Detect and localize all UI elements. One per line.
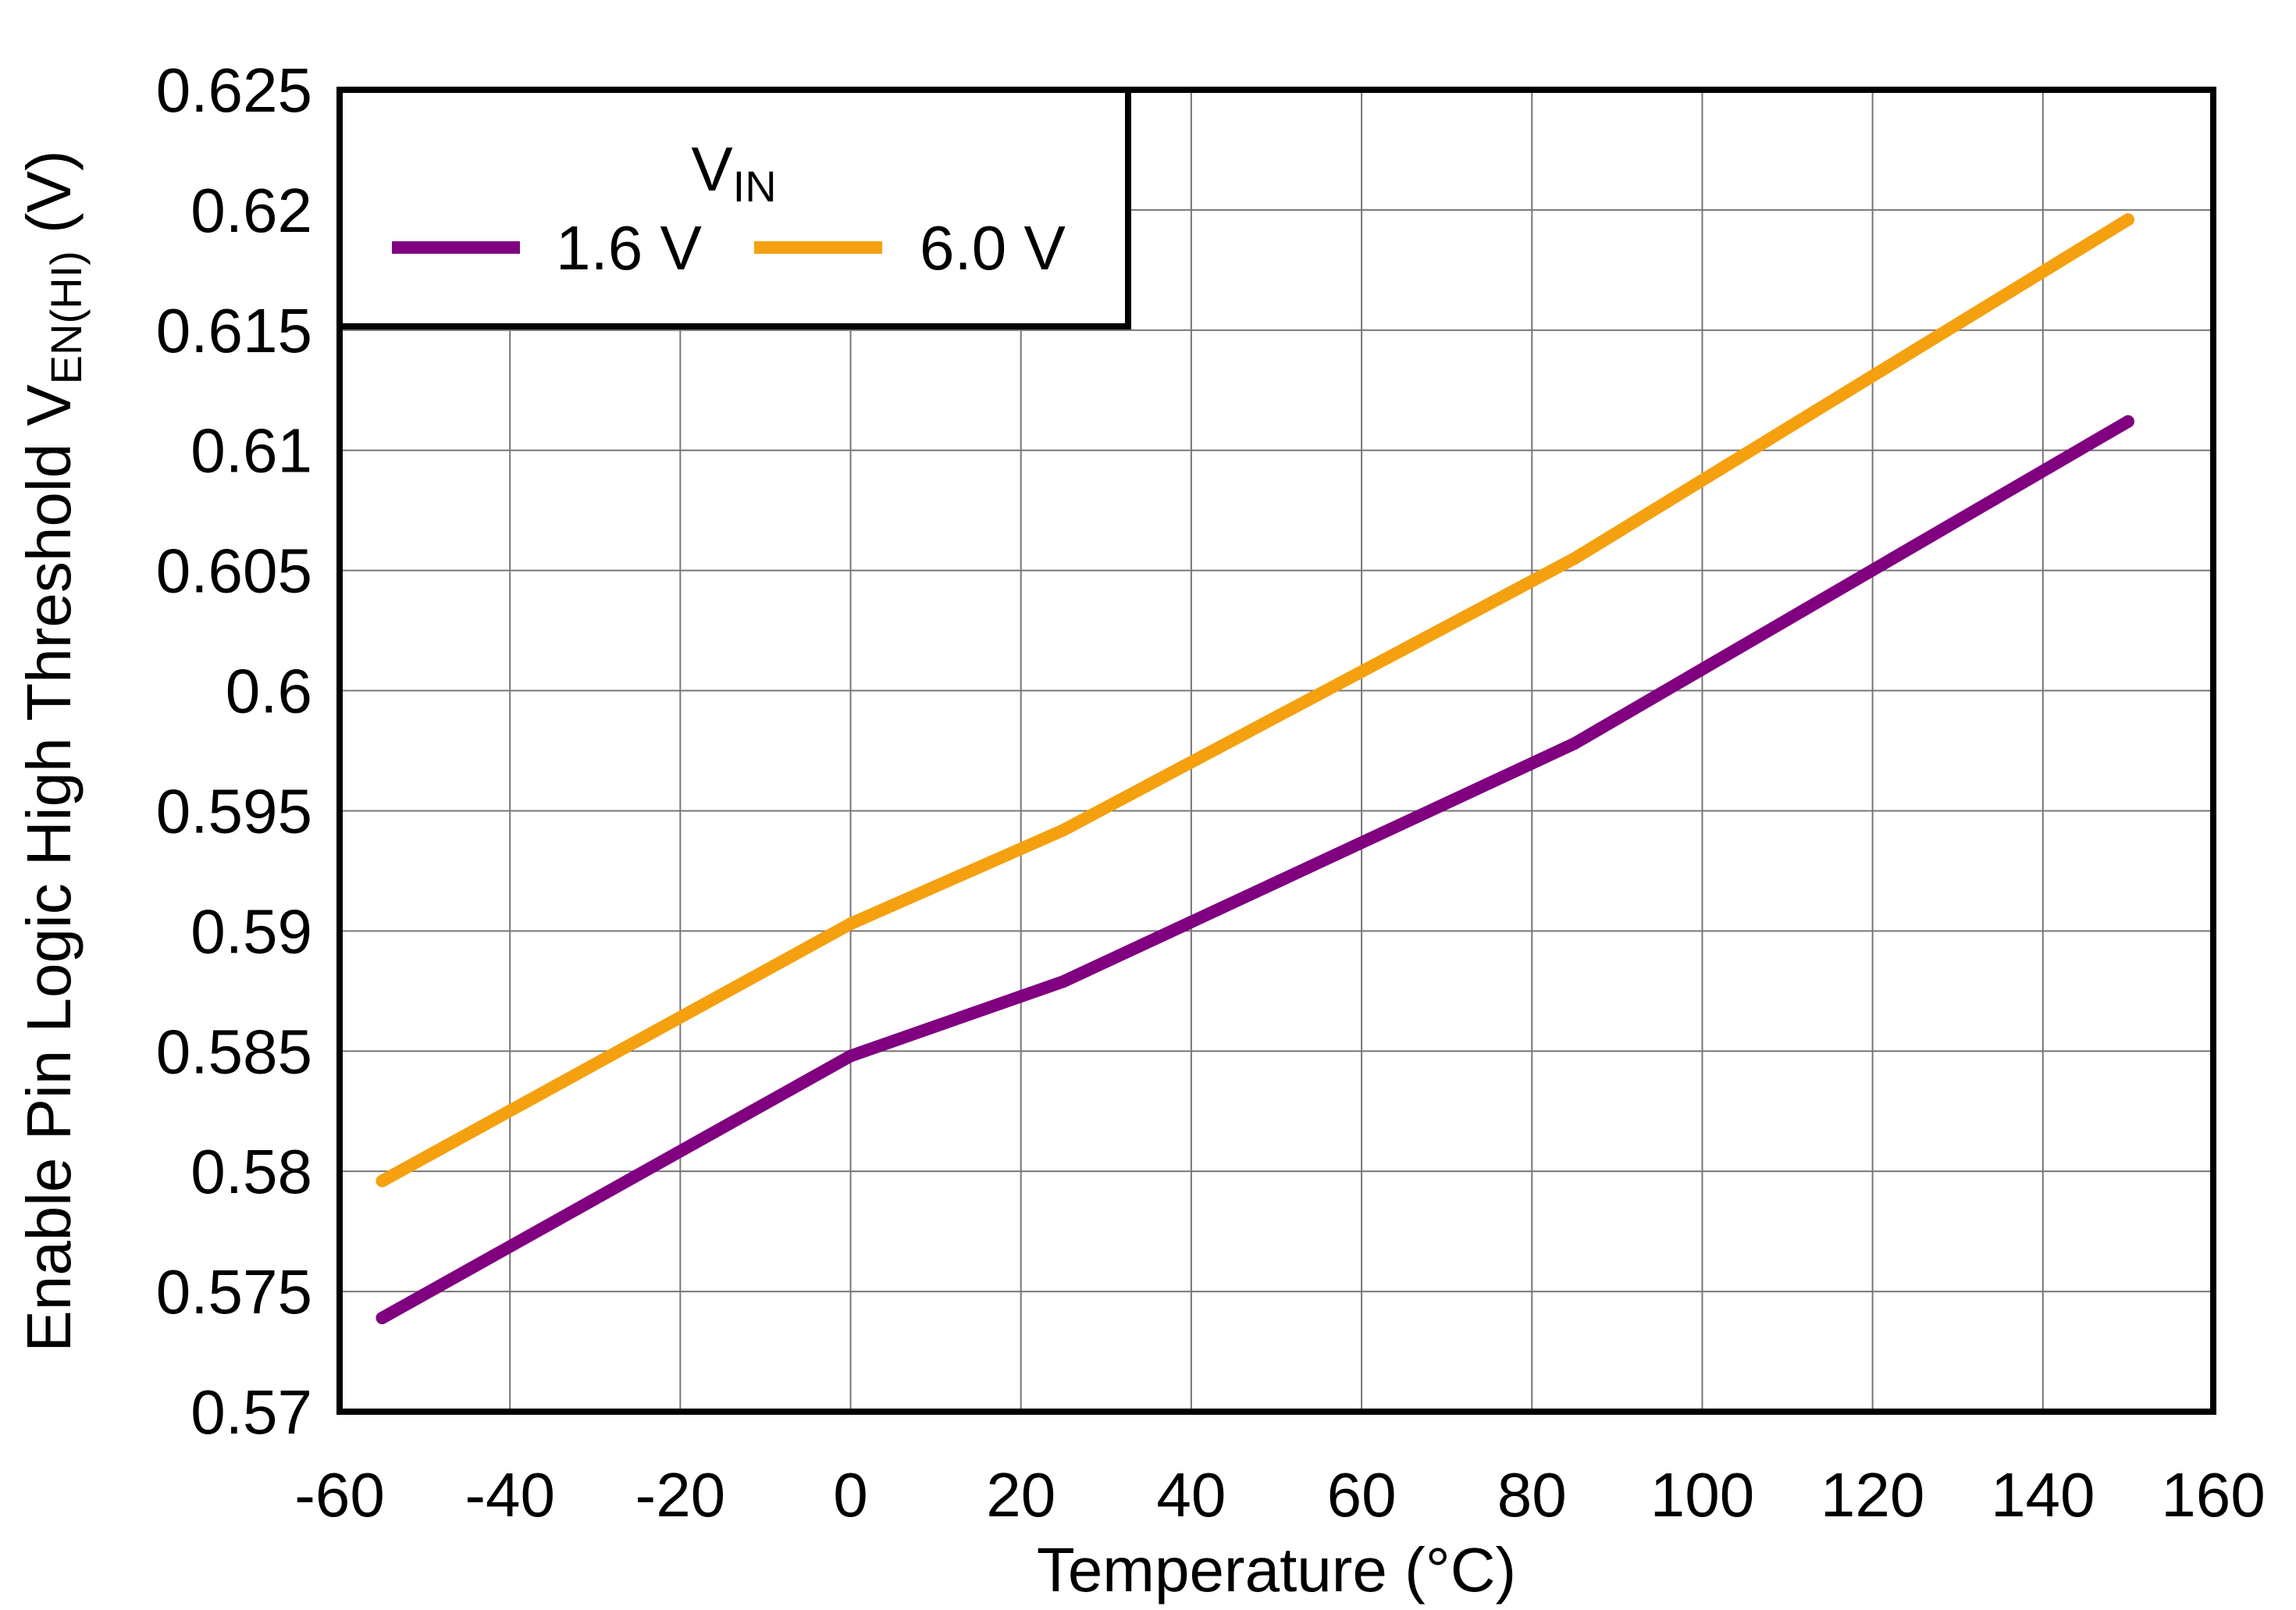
data-point-series-2 (1057, 824, 1070, 837)
y-tick-labels: 0.57 0.575 0.58 0.585 0.59 0.595 0.6 0.605 0.61 0… (156, 55, 312, 1447)
legend-label-series-1: 1.6 V (556, 213, 702, 283)
x-tick-label: 80 (1497, 1460, 1567, 1530)
y-tick-label: 0.595 (156, 776, 312, 846)
data-point-series-2 (376, 1174, 389, 1188)
x-axis-label: Temperature (°C) (1037, 1535, 1516, 1605)
x-tick-labels: -60 -40 -20 0 20 40 60 80 100 120 140 160 (294, 1460, 2266, 1530)
y-tick-label: 0.605 (156, 536, 312, 606)
data-point-series-1 (1057, 975, 1070, 988)
data-point-series-2 (844, 917, 857, 931)
x-tick-label: 120 (1821, 1460, 1924, 1530)
x-tick-label: -40 (465, 1460, 555, 1530)
data-point-series-2 (1568, 552, 1581, 565)
x-tick-label: 20 (986, 1460, 1055, 1530)
x-tick-label: 60 (1327, 1460, 1397, 1530)
x-tick-label: 100 (1650, 1460, 1754, 1530)
y-tick-label: 0.6 (226, 657, 312, 726)
y-axis-label-unit: (V) (14, 150, 84, 251)
x-tick-label: 140 (1991, 1460, 2095, 1530)
legend-box (336, 87, 1131, 329)
data-point-series-1 (376, 1311, 389, 1324)
x-tick-label: 160 (2161, 1460, 2265, 1530)
y-tick-label: 0.58 (190, 1137, 312, 1206)
legend: VIN 1.6 V 6.0 V (336, 87, 1131, 329)
y-axis-label-main: Enable Pin Logic High Threshold V (14, 384, 84, 1352)
legend-title: VIN (691, 134, 776, 211)
y-tick-label: 0.615 (156, 296, 312, 365)
x-tick-label: -20 (635, 1460, 726, 1530)
y-tick-label: 0.57 (190, 1377, 312, 1447)
plot-frame (336, 87, 2216, 1415)
data-point-series-1 (844, 1049, 857, 1063)
y-tick-label: 0.575 (156, 1257, 312, 1327)
y-tick-label: 0.59 (190, 896, 312, 966)
y-tick-label: 0.585 (156, 1017, 312, 1086)
series-group (376, 213, 2134, 1324)
legend-label-series-2: 6.0 V (920, 213, 1066, 283)
legend-title-sub: IN (733, 162, 777, 211)
y-tick-label: 0.61 (190, 416, 312, 486)
y-tick-label: 0.62 (190, 176, 312, 245)
x-tick-label: -60 (294, 1460, 385, 1530)
data-point-series-2 (2121, 213, 2134, 226)
y-tick-label: 0.625 (156, 55, 312, 125)
y-axis-label: Enable Pin Logic High Threshold VEN(HI) … (14, 150, 91, 1352)
data-point-series-1 (1568, 737, 1581, 750)
legend-title-main: V (691, 134, 733, 204)
data-point-series-1 (2121, 415, 2134, 428)
y-axis-label-sub: EN(HI) (41, 251, 91, 384)
x-tick-label: 40 (1156, 1460, 1226, 1530)
x-tick-label: 0 (833, 1460, 868, 1530)
